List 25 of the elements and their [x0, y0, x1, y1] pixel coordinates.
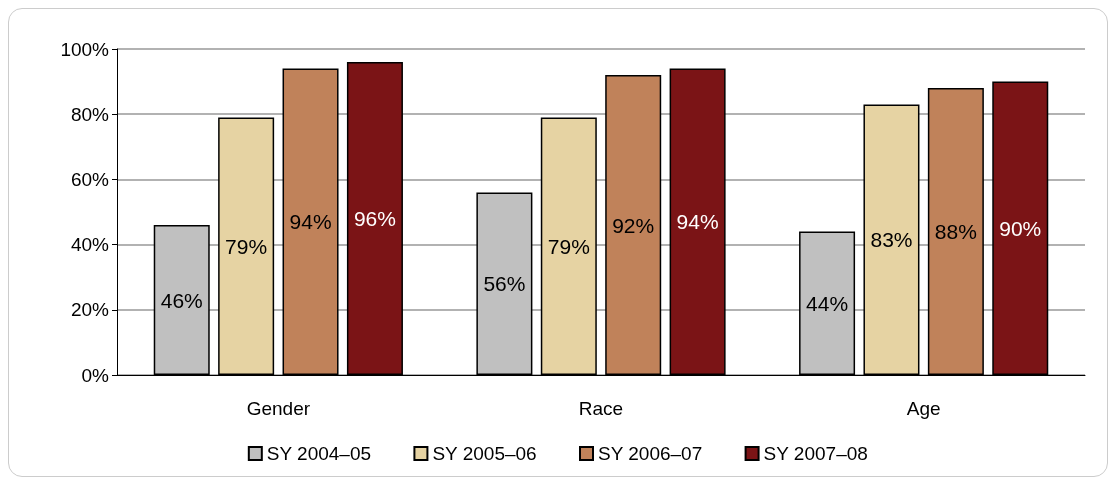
legend-label: SY 2005–06 [432, 443, 537, 464]
y-tick-label: 0% [81, 364, 110, 386]
legend-label: SY 2006–07 [598, 443, 703, 464]
y-tick-label: 100% [60, 38, 110, 60]
y-tick-label: 40% [70, 234, 110, 256]
data-label: 46% [160, 288, 203, 312]
data-label: 94% [289, 210, 332, 234]
data-label: 79% [547, 234, 590, 258]
data-label: 56% [483, 272, 526, 296]
data-label: 83% [870, 228, 913, 252]
x-tick-label: Age [906, 398, 941, 419]
y-tick-label: 20% [70, 299, 110, 321]
y-tick-label: 80% [70, 103, 110, 125]
legend-label: SY 2004–05 [266, 443, 372, 464]
data-label: 90% [999, 216, 1042, 240]
data-label: 96% [353, 207, 396, 231]
data-label: 79% [225, 234, 268, 258]
data-label: 88% [934, 220, 977, 244]
data-label: 94% [676, 210, 719, 234]
data-label: 92% [612, 213, 655, 237]
legend-label: SY 2007–08 [763, 443, 868, 464]
x-tick-label: Gender [246, 398, 311, 419]
y-tick-label: 60% [70, 168, 110, 190]
data-label: 44% [806, 291, 849, 315]
x-tick-label: Race [578, 398, 624, 419]
